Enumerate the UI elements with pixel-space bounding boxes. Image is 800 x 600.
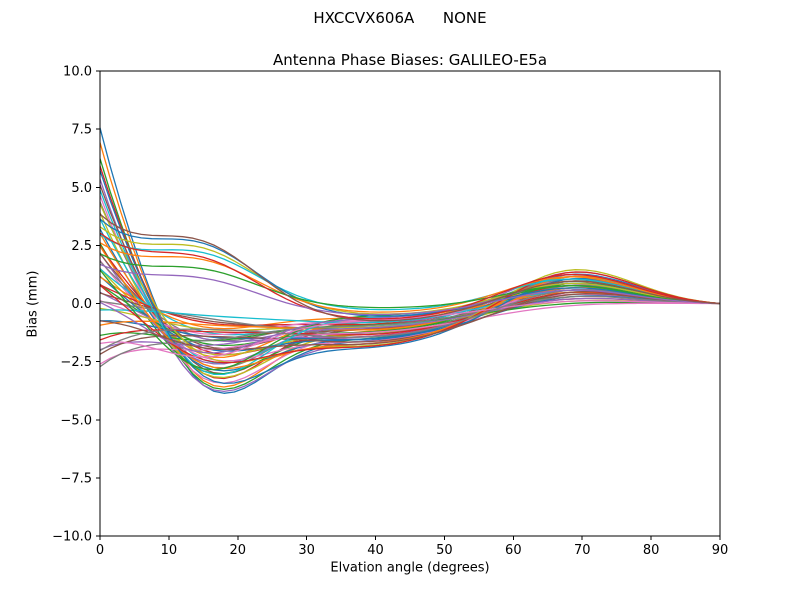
series-line	[100, 300, 720, 358]
x-tick-label: 10	[161, 543, 178, 558]
axes-title: Antenna Phase Biases: GALILEO-E5a	[272, 51, 548, 69]
series-group	[100, 127, 720, 394]
series-line	[100, 232, 720, 320]
y-tick-label: 5.0	[71, 181, 92, 196]
series-line	[100, 271, 720, 364]
figure-suptitle: HXCCVX606A NONE	[313, 9, 487, 27]
x-tick-label: 0	[96, 543, 104, 558]
y-tick-label: 7.5	[71, 123, 92, 138]
x-axis-label: Elvation angle (degrees)	[330, 560, 490, 576]
y-tick-label: 10.0	[63, 65, 92, 80]
x-tick-label: 40	[367, 543, 384, 558]
series-line	[100, 293, 720, 355]
series-line	[100, 242, 720, 313]
x-tick-label: 50	[436, 543, 453, 558]
series-line	[100, 263, 720, 316]
series-line	[100, 218, 720, 317]
x-tick-label: 20	[230, 543, 247, 558]
series-line	[100, 213, 720, 322]
series-line	[100, 234, 720, 311]
series-line	[100, 282, 720, 347]
y-tick-label: 2.5	[71, 239, 92, 254]
y-tick-label: −10.0	[52, 530, 92, 545]
series-line	[100, 158, 720, 391]
x-tick-label: 70	[574, 543, 591, 558]
series-line	[100, 165, 720, 380]
x-tick-label: 60	[505, 543, 522, 558]
y-tick-label: −7.5	[60, 471, 92, 486]
x-tick-label: 30	[298, 543, 315, 558]
series-line	[100, 302, 720, 365]
y-tick-label: −5.0	[60, 413, 92, 428]
series-line	[100, 295, 720, 368]
series-line	[100, 288, 720, 352]
series-line	[100, 253, 720, 309]
x-tick-label: 80	[643, 543, 660, 558]
y-tick-label: −2.5	[60, 355, 92, 370]
y-tick-label: 0.0	[71, 297, 92, 312]
x-tick-label: 90	[712, 543, 729, 558]
series-line	[100, 297, 720, 351]
